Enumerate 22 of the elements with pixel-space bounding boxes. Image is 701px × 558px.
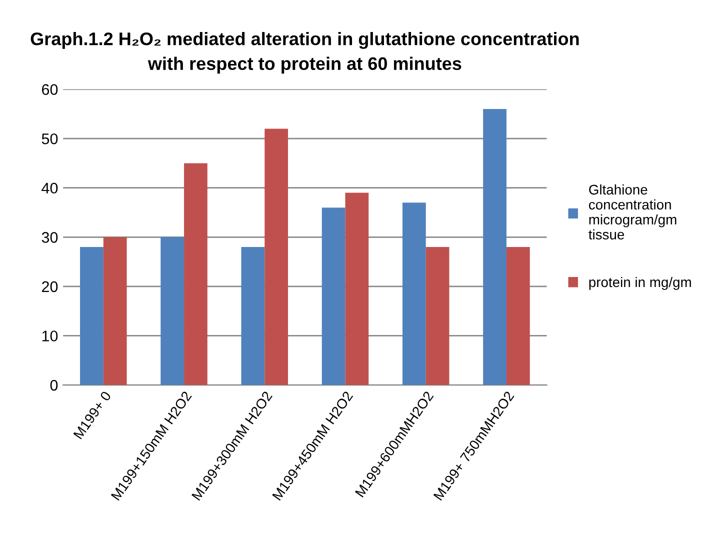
bar xyxy=(322,208,346,386)
y-tick-label: 60 xyxy=(42,84,58,95)
bar xyxy=(241,247,265,386)
bar xyxy=(483,108,506,386)
y-tick-label: 0 xyxy=(50,380,58,391)
bar xyxy=(80,247,104,386)
y-tick-label: 40 xyxy=(42,182,58,194)
chart-title: Graph.1.2 H₂O₂ mediated alteration in glutathione concentration with respect to protein at 60 minutes xyxy=(30,32,579,74)
bar xyxy=(103,237,127,386)
y-tick-label: 50 xyxy=(42,133,58,144)
y-tick-label: 10 xyxy=(42,330,58,342)
bar xyxy=(506,247,530,386)
legend-label: Gltahione concentration microgram/gm tissue xyxy=(588,184,676,240)
y-tick-label: 20 xyxy=(42,281,58,292)
bar xyxy=(184,163,208,386)
bar xyxy=(345,192,369,386)
bar xyxy=(160,237,184,386)
y-tick-label: 30 xyxy=(42,232,58,243)
bar xyxy=(402,202,426,386)
bar xyxy=(264,128,288,386)
legend-label: protein in mg/gm xyxy=(589,276,691,290)
bar xyxy=(426,247,450,386)
